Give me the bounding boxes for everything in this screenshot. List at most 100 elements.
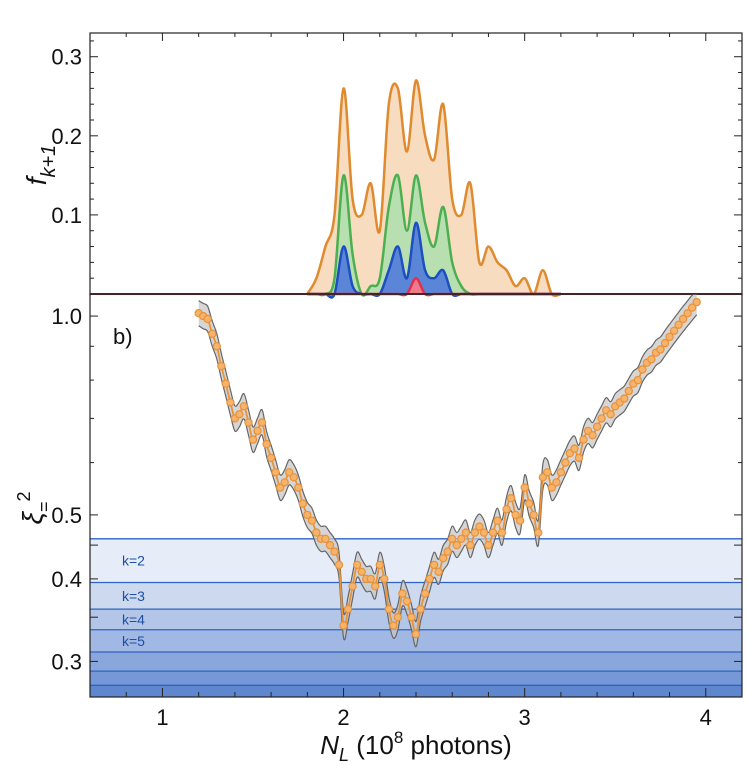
xi-point-47: [407, 613, 416, 622]
panel-b: k=2 k=3 k=4 k=5 0.3 0.4 0.5 1.0 1 2 3 4: [51, 293, 743, 730]
bottom-plot-area: k=2 k=3 k=4 k=5: [90, 294, 742, 697]
xi-point-81: [561, 458, 570, 467]
threshold-band-0: [90, 538, 742, 583]
threshold-band-4: [90, 652, 742, 672]
bottom-y-tick-label: 0.4: [51, 567, 82, 592]
xi-point-74: [529, 510, 538, 520]
xi-point-54: [439, 554, 448, 563]
bottom-y-tick-label: 1.0: [51, 304, 82, 329]
xi-point-67: [497, 528, 507, 537]
xi-point-40: [375, 560, 384, 570]
xi-point-12: [248, 435, 258, 444]
top-series-1-area: [307, 174, 561, 296]
xi-point-45: [398, 589, 407, 598]
xi-point-14: [257, 418, 267, 427]
band-label-k3: k=3: [122, 588, 145, 604]
xi-point-66: [493, 516, 502, 525]
xi-point-103: [660, 338, 670, 348]
xi-point-68: [502, 505, 511, 514]
xi-point-52: [429, 560, 439, 570]
band-label-k5: k=5: [122, 633, 145, 649]
xi-point-7: [226, 398, 235, 407]
xi-point-16: [266, 453, 276, 463]
xi-point-109: [688, 303, 697, 312]
xi-point-83: [570, 444, 579, 453]
xi-point-65: [488, 528, 498, 537]
top-y-tick-label: 0.3: [51, 45, 82, 70]
xi-point-64: [484, 540, 493, 550]
xi-point-69: [506, 494, 516, 503]
xi-point-104: [665, 332, 674, 342]
xi-point-94: [620, 394, 629, 403]
xi-point-46: [402, 597, 412, 606]
xi-point-49: [416, 604, 425, 614]
xi-point-91: [606, 410, 615, 419]
xi-point-59: [461, 528, 470, 537]
xi-point-73: [525, 499, 534, 508]
x-tick-label: 3: [519, 705, 531, 730]
panel-label-b: b): [113, 324, 133, 349]
top-series-2-area: [307, 222, 561, 298]
top-series-0-area: [307, 80, 561, 296]
xi-point-100: [647, 355, 656, 364]
xi-point-84: [574, 453, 584, 463]
xi-point-89: [597, 414, 606, 423]
bottom-y-tick-label: 0.3: [51, 649, 82, 674]
xi-point-71: [515, 516, 525, 525]
xi-point-19: [280, 478, 289, 487]
xi-point-5: [217, 361, 226, 371]
xi-point-48: [411, 629, 421, 639]
xi-point-23: [298, 499, 307, 508]
uncertainty-lower-edge: [198, 314, 698, 648]
threshold-band-5: [90, 671, 742, 686]
xi-point-26: [312, 528, 321, 537]
xi-point-107: [678, 314, 688, 324]
top-y-tick-label: 0.1: [51, 203, 82, 228]
xi-point-110: [692, 297, 701, 307]
x-axis-title: NL (108 photons): [320, 728, 511, 765]
uncertainty-upper-edge: [198, 294, 694, 623]
xi-point-35: [352, 560, 362, 570]
xi-point-9: [235, 410, 244, 419]
xi-point-63: [479, 528, 489, 537]
xi-point-77: [543, 468, 552, 477]
xi-point-36: [357, 567, 366, 577]
xi-point-13: [253, 426, 262, 436]
xi-point-80: [556, 468, 566, 477]
xi-point-78: [547, 483, 557, 492]
x-tick-label: 1: [156, 705, 168, 730]
xi-point-31: [334, 560, 344, 570]
xi-point-20: [285, 468, 294, 477]
xi-point-3: [208, 329, 217, 338]
xi-point-32: [339, 621, 348, 630]
xi-point-2: [203, 314, 212, 324]
top-y-axis-title: fk+1: [21, 145, 60, 186]
xi-point-11: [244, 418, 253, 427]
xi-point-87: [588, 431, 597, 440]
xi-point-58: [457, 534, 466, 544]
x-tick-label: 2: [337, 705, 349, 730]
top-y-tick-label: 0.2: [51, 124, 82, 149]
band-label-k2: k=2: [122, 553, 145, 569]
xi-point-15: [262, 439, 271, 449]
xi-point-18: [276, 483, 285, 492]
xi-point-61: [470, 528, 480, 537]
xi-point-75: [534, 528, 543, 537]
xi-point-41: [380, 574, 389, 584]
xi-point-50: [420, 589, 430, 598]
xi-point-28: [321, 534, 330, 544]
xi-point-33: [343, 604, 353, 614]
xi-point-55: [443, 547, 452, 556]
xi-point-34: [348, 582, 357, 591]
xi-point-30: [330, 547, 339, 556]
xi-point-79: [552, 478, 561, 487]
top-series-0-line: [306, 79, 562, 298]
xi-point-108: [683, 309, 692, 318]
xi-point-21: [289, 473, 298, 482]
xi-point-62: [475, 522, 484, 531]
xi-point-72: [520, 483, 529, 492]
xi-point-60: [466, 540, 475, 550]
xi-point-39: [371, 582, 380, 591]
x-tick-label: 4: [700, 705, 712, 730]
xi-point-17: [271, 468, 280, 477]
